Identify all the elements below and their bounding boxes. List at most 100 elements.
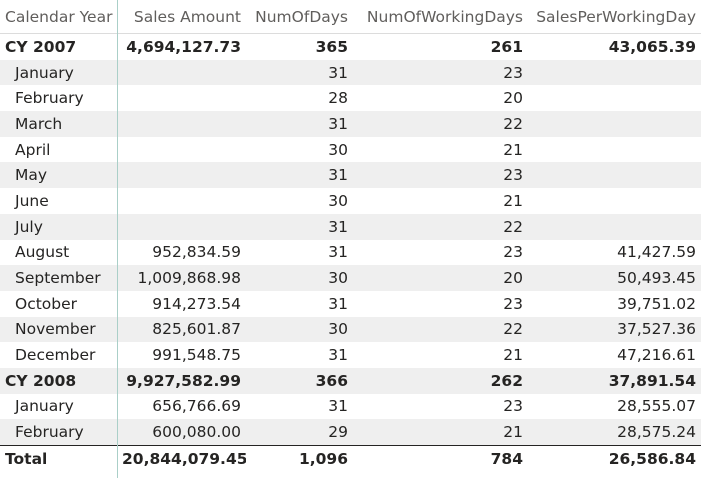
sales-per-working-day-cell: 43,065.39 — [608, 37, 696, 56]
column-header-sales-amount[interactable]: Sales Amount — [117, 0, 246, 34]
sales-per-working-day-cell: 39,751.02 — [617, 294, 696, 313]
year-group-row[interactable]: CY 2008 9,927,582.99 366 262 37,891.54 — [0, 367, 701, 394]
month-row[interactable]: February 600,080.00 29 21 28,575.24 — [0, 419, 701, 446]
month-row[interactable]: June 30 21 — [0, 188, 701, 214]
sales-amount-cell — [117, 213, 246, 240]
month-row[interactable]: July 31 22 — [0, 213, 701, 240]
row-label: February — [0, 419, 117, 446]
month-row[interactable]: February 28 20 — [0, 85, 701, 111]
num-of-working-days-cell: 21 — [353, 419, 528, 446]
sales-amount-cell: 952,834.59 — [152, 243, 241, 262]
sales-per-working-day-cell: 37,891.54 — [528, 367, 701, 394]
month-row[interactable]: April 30 21 — [0, 137, 701, 163]
sales-per-working-day-cell — [528, 137, 701, 163]
row-label: March — [0, 111, 117, 137]
sales-per-working-day-cell: 41,427.59 — [617, 243, 696, 262]
sales-amount-cell — [117, 85, 246, 111]
sales-per-working-day-cell: 28,555.07 — [617, 397, 696, 416]
num-of-working-days-cell: 22 — [353, 111, 528, 137]
month-row[interactable]: January 31 23 — [0, 59, 701, 86]
row-label: October — [15, 294, 78, 313]
year-group-row[interactable]: CY 2007 4,694,127.73 365 261 43,065.39 — [0, 34, 701, 60]
sales-amount-cell: 1,009,868.98 — [117, 265, 246, 291]
sales-amount-cell: 4,694,127.73 — [126, 37, 241, 56]
num-of-working-days-cell: 23 — [353, 59, 528, 86]
num-of-days-cell: 31 — [246, 59, 353, 86]
sales-per-working-day-cell: 37,527.36 — [528, 316, 701, 343]
num-of-days-cell: 31 — [328, 346, 348, 365]
column-header-num-of-days[interactable]: NumOfDays — [246, 0, 353, 34]
row-label: December — [15, 346, 96, 365]
column-header-calendar-year[interactable]: Calendar Year — [0, 0, 117, 34]
num-of-days-cell: 30 — [328, 191, 348, 210]
matrix-body: CY 2007 4,694,127.73 365 261 43,065.39 Januar… — [0, 34, 701, 472]
row-label: November — [0, 316, 117, 343]
month-row[interactable]: May 31 23 — [0, 162, 701, 189]
row-label: January — [0, 59, 117, 86]
num-of-working-days-cell: 20 — [503, 89, 523, 108]
num-of-working-days-cell: 21 — [503, 191, 523, 210]
header-row: Calendar Year Sales Amount NumOfDays Num… — [0, 0, 701, 34]
num-of-working-days-cell: 23 — [503, 243, 523, 262]
month-row[interactable]: August 952,834.59 31 23 41,427.59 — [0, 240, 701, 266]
num-of-working-days-cell: 23 — [353, 162, 528, 189]
sales-amount-cell: 991,548.75 — [152, 346, 241, 365]
num-of-working-days-cell: 23 — [503, 397, 523, 416]
sales-amount-cell: 825,601.87 — [117, 316, 246, 343]
month-row[interactable]: September 1,009,868.98 30 20 50,493.45 — [0, 265, 701, 291]
num-of-days-cell: 29 — [246, 419, 353, 446]
month-row[interactable]: January 656,766.69 31 23 28,555.07 — [0, 394, 701, 420]
sales-amount-cell: 600,080.00 — [117, 419, 246, 446]
sales-amount-cell: 914,273.54 — [152, 294, 241, 313]
sales-amount-cell — [117, 59, 246, 86]
sales-per-working-day-cell — [528, 111, 701, 137]
row-label: CY 2008 — [0, 367, 117, 394]
num-of-days-cell: 31 — [246, 111, 353, 137]
row-label: August — [15, 243, 70, 262]
month-row[interactable]: November 825,601.87 30 22 37,527.36 — [0, 316, 701, 343]
num-of-days-cell: 28 — [328, 89, 348, 108]
num-of-working-days-cell: 21 — [503, 140, 523, 159]
sales-amount-cell: 9,927,582.99 — [117, 367, 246, 394]
row-label: February — [15, 89, 84, 108]
sales-per-working-day-cell — [528, 162, 701, 189]
row-label: June — [15, 191, 49, 210]
sales-per-working-day-cell — [528, 188, 701, 214]
total-row-label: Total — [0, 444, 117, 472]
num-of-days-cell: 30 — [246, 316, 353, 343]
sales-amount-cell — [117, 111, 246, 137]
row-label: September — [0, 265, 117, 291]
total-sales-per-working-day-cell: 26,586.84 — [528, 444, 701, 472]
num-of-working-days-cell: 22 — [353, 316, 528, 343]
num-of-working-days-cell: 21 — [503, 346, 523, 365]
row-label: April — [15, 140, 51, 159]
num-of-days-cell: 31 — [246, 162, 353, 189]
num-of-days-cell: 31 — [328, 294, 348, 313]
num-of-days-cell: 31 — [328, 243, 348, 262]
num-of-days-cell: 31 — [246, 213, 353, 240]
num-of-working-days-cell: 261 — [490, 37, 523, 56]
num-of-days-cell: 30 — [246, 265, 353, 291]
num-of-working-days-cell: 22 — [353, 213, 528, 240]
sales-per-working-day-cell: 28,575.24 — [528, 419, 701, 446]
sales-amount-cell — [117, 188, 246, 214]
month-row[interactable]: March 31 22 — [0, 111, 701, 137]
sales-per-working-day-cell — [528, 213, 701, 240]
month-row[interactable]: December 991,548.75 31 21 47,216.61 — [0, 342, 701, 368]
total-row[interactable]: Total 20,844,079.45 1,096 784 26,586.84 — [0, 444, 701, 472]
sales-per-working-day-cell — [528, 59, 701, 86]
num-of-working-days-cell: 20 — [353, 265, 528, 291]
column-header-sales-per-working-day[interactable]: SalesPerWorkingDay — [528, 0, 701, 34]
row-label: May — [0, 162, 117, 189]
num-of-days-cell: 31 — [328, 397, 348, 416]
row-header-divider — [117, 0, 118, 478]
total-sales-amount-cell: 20,844,079.45 — [117, 444, 246, 472]
month-row[interactable]: October 914,273.54 31 23 39,751.02 — [0, 291, 701, 317]
sales-amount-cell: 656,766.69 — [152, 397, 241, 416]
total-num-of-days-cell: 1,096 — [246, 444, 353, 472]
num-of-days-cell: 30 — [328, 140, 348, 159]
column-header-num-of-working-days[interactable]: NumOfWorkingDays — [353, 0, 528, 34]
num-of-working-days-cell: 23 — [503, 294, 523, 313]
